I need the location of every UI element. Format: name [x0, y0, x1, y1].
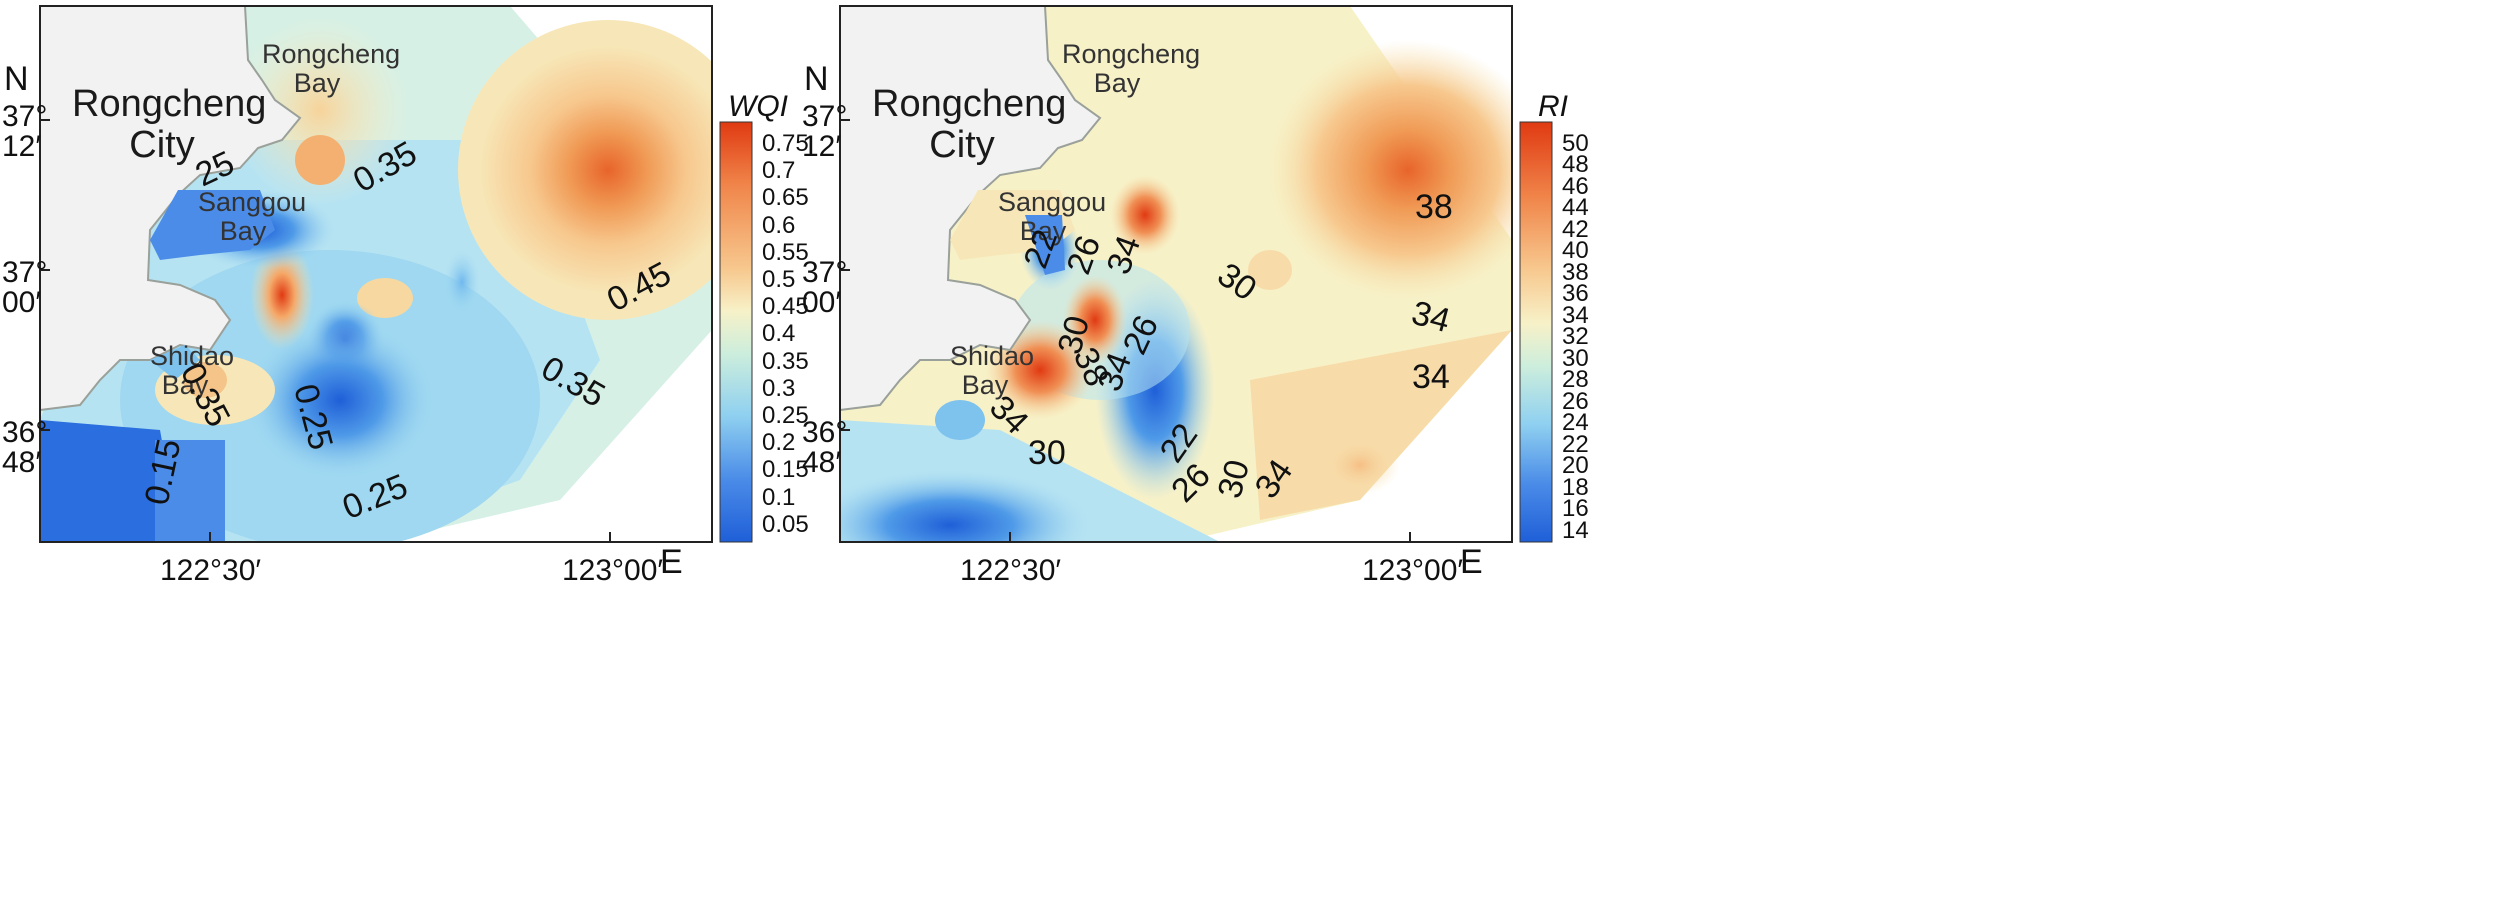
- east-label: E: [1460, 543, 1483, 581]
- ri-map-panel: 122°30′ 123°00′ E N 37° 12′ 37° 00′ 36° …: [800, 0, 2500, 909]
- colorbar-tick-label: 18: [1562, 473, 1589, 501]
- x-tick-123-00: 123°00′: [1362, 554, 1464, 587]
- y-tick-deg-3: 36°: [2, 416, 48, 449]
- colorbar-tick-label: 0.3: [762, 374, 796, 402]
- colorbar-tick-label: 0.1: [762, 483, 796, 511]
- colorbar-tick-label: 22: [1562, 430, 1589, 458]
- bay-label-sanggou: Sanggou Bay: [198, 187, 307, 247]
- colorbar-tick-label: 16: [1562, 495, 1589, 523]
- colorbar-tick-label: 26: [1562, 387, 1589, 415]
- colorbar-tick-label: 24: [1562, 409, 1589, 437]
- y-tick-deg-2: 37°: [2, 256, 48, 289]
- colorbar-tick-label: 0.65: [762, 184, 809, 212]
- ri-colorbar: [1519, 121, 1553, 543]
- colorbar-tick-label: 0.05: [762, 510, 809, 538]
- contour-label: 34: [1412, 358, 1450, 396]
- y-tick-deg-3: 36°: [802, 416, 848, 449]
- x-tick-122-30: 122°30′: [960, 554, 1062, 587]
- colorbar-tick-label: 32: [1562, 323, 1589, 351]
- colorbar-tick-label: 14: [1562, 516, 1589, 544]
- colorbar-tick-label: 34: [1562, 301, 1589, 329]
- colorbar-tick-label: 0.45: [762, 293, 809, 321]
- y-tick-min-1: 12′: [2, 130, 41, 163]
- colorbar-ticks: 0.75 0.7 0.65 0.6 0.55 0.5 0.45 0.4 0.35 0.3 0.25 0…: [762, 132, 822, 552]
- y-tick-deg-1: 37°: [802, 100, 848, 133]
- city-label: Rongcheng City: [872, 83, 1067, 167]
- y-tick-min-2: 00′: [802, 286, 841, 319]
- x-tick-123-00: 123°00′: [562, 554, 664, 587]
- city-label: Rongcheng City: [72, 83, 267, 167]
- y-tick-min-1: 12′: [802, 130, 841, 163]
- contour-label: 30: [1028, 434, 1066, 472]
- colorbar-ticks: 50 48 46 44 42 40 38 36 34 32 30 28 26 24 22 20 18 16 14: [1562, 132, 1622, 552]
- y-tick-deg-2: 37°: [802, 256, 848, 289]
- colorbar-tick-label: 20: [1562, 452, 1589, 480]
- contour-label: 38: [1415, 188, 1453, 226]
- ri-map-surface: [839, 5, 1513, 543]
- wqi-map-panel: 122°30′ 123°00′ E N 37° 12′ 37° 00′ 36° …: [2, 5, 822, 587]
- colorbar-tick-label: 0.7: [762, 157, 796, 185]
- bay-label-rongcheng: Rongcheng Bay: [262, 39, 401, 99]
- bay-label-rongcheng: Rongcheng Bay: [1062, 39, 1201, 99]
- colorbar-tick-label: 0.15: [762, 456, 809, 484]
- colorbar-tick-label: 38: [1562, 258, 1589, 286]
- colorbar-tick-label: 0.55: [762, 238, 809, 266]
- colorbar-tick-label: 50: [1562, 130, 1589, 157]
- colorbar-tick-label: 30: [1562, 344, 1589, 372]
- y-tick-deg-1: 37°: [2, 100, 48, 133]
- colorbar-tick-label: 40: [1562, 237, 1589, 265]
- x-tick-122-30: 122°30′: [160, 554, 262, 587]
- y-tick-min-3: 48′: [2, 446, 41, 479]
- wqi-map-surface: [39, 5, 713, 543]
- colorbar-tick-label: 0.2: [762, 429, 796, 457]
- colorbar-title: WQI: [728, 90, 788, 123]
- colorbar-tick-label: 0.5: [762, 266, 796, 293]
- colorbar-tick-label: 48: [1562, 151, 1589, 179]
- colorbar-tick-label: 0.35: [762, 347, 809, 375]
- wqi-colorbar: [719, 121, 753, 543]
- bay-label-shidao: Shidao Bay: [150, 341, 235, 401]
- north-label: N: [804, 60, 829, 98]
- colorbar-tick-label: 0.6: [762, 211, 796, 239]
- colorbar-tick-label: 28: [1562, 366, 1589, 394]
- y-tick-min-3: 48′: [802, 446, 841, 479]
- east-label: E: [660, 543, 683, 581]
- colorbar-tick-label: 42: [1562, 215, 1589, 243]
- north-label: N: [4, 60, 29, 98]
- colorbar-tick-label: 36: [1562, 280, 1589, 308]
- colorbar-tick-label: 0.25: [762, 402, 809, 429]
- colorbar-title: RI: [1538, 90, 1568, 123]
- colorbar-tick-label: 0.4: [762, 320, 796, 348]
- colorbar-tick-label: 46: [1562, 172, 1589, 200]
- y-tick-min-2: 00′: [2, 286, 41, 319]
- bay-label-shidao: Shidao Bay: [950, 341, 1035, 401]
- colorbar-tick-label: 44: [1562, 194, 1589, 222]
- colorbar-tick-label: 0.75: [762, 130, 809, 157]
- bay-label-sanggou: Sanggou Bay: [998, 187, 1107, 247]
